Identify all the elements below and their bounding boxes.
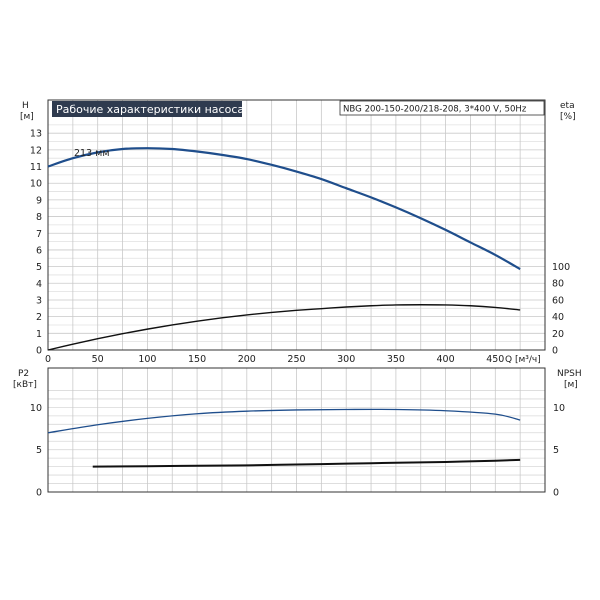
- eta-tick-label: 20: [552, 329, 564, 340]
- p2-tick-label: 0: [36, 488, 42, 499]
- chart-subtitle: NBG 200-150-200/218-208, 3*400 V, 50Hz: [343, 105, 527, 115]
- x-tick-label: 400: [437, 354, 455, 365]
- y-right-unit: [%]: [560, 112, 576, 122]
- y-right-label: eta: [560, 101, 575, 111]
- chart-title: Рабочие характеристики насоса: [56, 103, 244, 116]
- chart-title-box: [52, 101, 242, 117]
- x-tick-label: 350: [387, 354, 405, 365]
- top-chart-frame: [47, 99, 546, 351]
- npsh-tick-label: 5: [553, 445, 559, 456]
- h-tick-label: 1: [36, 329, 42, 340]
- bottom-chart-frame: [47, 367, 546, 493]
- npsh-tick-label: 0: [553, 488, 559, 499]
- chart-subtitle-box: [339, 100, 545, 116]
- eta-tick-label: 100: [552, 262, 570, 273]
- h-tick-label: 2: [36, 312, 42, 323]
- x-tick-label: 450: [486, 354, 504, 365]
- h-tick-label: 10: [30, 179, 42, 190]
- h-tick-label: 12: [30, 145, 42, 156]
- top-chart-grid: [48, 100, 545, 350]
- eta-tick-label: 80: [552, 279, 564, 290]
- x-tick-label: 300: [337, 354, 355, 365]
- bottom-chart-grid: [48, 368, 545, 492]
- y-left-unit: [м]: [20, 112, 34, 122]
- npsh-tick-label: 10: [553, 403, 565, 414]
- x-tick-label: 50: [92, 354, 104, 365]
- h-tick-label: 7: [36, 229, 42, 240]
- head-curve: [47, 147, 521, 271]
- h-tick-label: 11: [30, 162, 42, 173]
- h-tick-label: 3: [36, 295, 42, 306]
- x-tick-label: 200: [238, 354, 256, 365]
- npsh-axis-label: NPSH: [557, 369, 582, 379]
- x-tick-label: 250: [287, 354, 305, 365]
- h-tick-label: 4: [36, 279, 42, 290]
- x-tick-label: 150: [188, 354, 206, 365]
- power-curve: [47, 408, 521, 434]
- impeller-diameter-label: 213 мм: [74, 148, 110, 159]
- h-tick-label: 5: [36, 262, 42, 273]
- h-tick-label: 0: [36, 346, 42, 357]
- p2-axis-label: P2: [18, 369, 29, 379]
- p2-tick-label: 5: [36, 445, 42, 456]
- eta-tick-label: 60: [552, 295, 564, 306]
- bottom-chart-series: [47, 408, 521, 468]
- npsh-axis-unit: [м]: [564, 380, 578, 390]
- top-chart-ticks: 0 50 100 150 200 250 300 350 400 4500123456789101…: [30, 129, 570, 365]
- h-tick-label: 9: [36, 195, 42, 206]
- eta-tick-label: 0: [552, 346, 558, 357]
- h-tick-label: 6: [36, 245, 42, 256]
- efficiency-curve: [47, 304, 521, 351]
- x-axis-label: Q [м³/ч]: [505, 355, 541, 365]
- y-left-label: H: [22, 101, 29, 111]
- npsh-curve: [92, 458, 521, 468]
- p2-axis-unit: [кВт]: [13, 380, 37, 390]
- x-tick-label: 100: [138, 354, 156, 365]
- h-tick-label: 13: [30, 129, 42, 140]
- p2-tick-label: 10: [30, 403, 42, 414]
- bottom-chart-ticks: 0 5 10 0 5 10: [30, 403, 565, 499]
- eta-tick-label: 40: [552, 312, 564, 323]
- x-tick-label: 0: [45, 354, 51, 365]
- h-tick-label: 8: [36, 212, 42, 223]
- top-chart-series: [47, 147, 521, 351]
